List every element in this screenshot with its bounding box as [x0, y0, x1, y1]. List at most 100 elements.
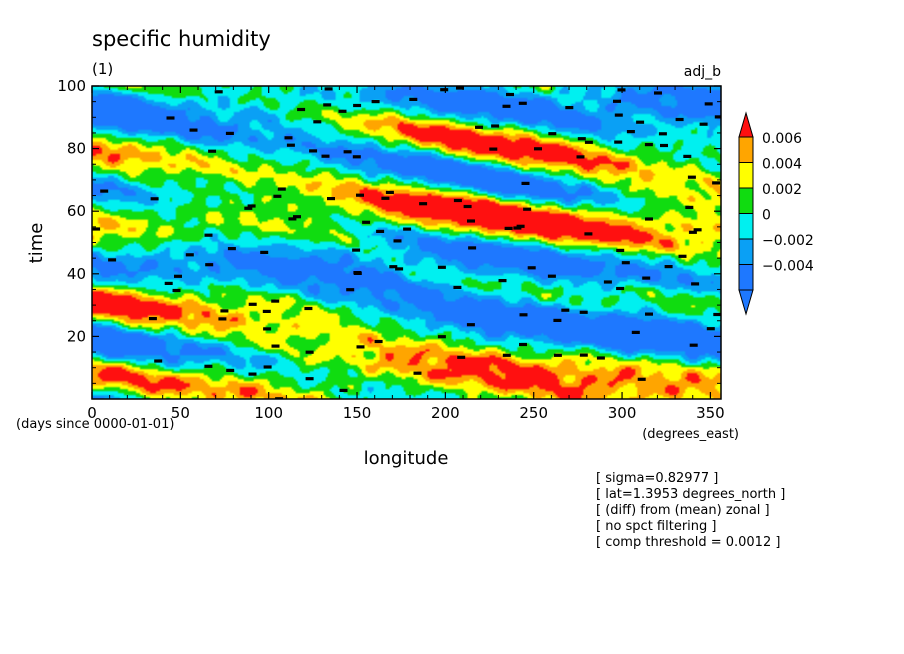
- threshold-marker: [338, 109, 347, 113]
- threshold-marker: [616, 248, 625, 252]
- threshold-marker: [713, 312, 721, 317]
- threshold-marker: [148, 317, 157, 321]
- threshold-marker: [626, 130, 635, 134]
- info-block: [ sigma=0.82977 ] [ lat=1.3953 degrees_n…: [596, 471, 785, 550]
- threshold-marker: [519, 342, 527, 347]
- y-unit-label: (days since 0000-01-01): [16, 417, 174, 432]
- threshold-marker: [513, 226, 522, 230]
- threshold-marker: [516, 224, 525, 228]
- threshold-marker: [271, 344, 280, 348]
- threshold-marker: [491, 124, 500, 128]
- threshold-marker: [636, 120, 645, 124]
- threshold-marker: [642, 276, 651, 280]
- top-right-label: adj_b: [684, 64, 721, 80]
- threshold-marker: [226, 368, 235, 372]
- threshold-marker: [457, 355, 466, 359]
- chart-title: specific humidity: [92, 27, 271, 51]
- threshold-marker: [395, 267, 404, 271]
- info-line: [ no spct filtering ]: [596, 519, 716, 534]
- threshold-marker: [691, 282, 700, 286]
- threshold-marker: [498, 279, 507, 283]
- x-tick-label: 50: [171, 404, 190, 422]
- threshold-marker: [293, 215, 301, 219]
- threshold-marker: [263, 327, 272, 331]
- threshold-marker: [381, 196, 390, 200]
- threshold-marker: [506, 92, 514, 97]
- threshold-marker: [675, 117, 684, 122]
- threshold-marker: [489, 147, 498, 151]
- threshold-marker: [440, 88, 449, 92]
- chart-subtitle: (1): [92, 60, 113, 78]
- threshold-marker: [660, 143, 668, 148]
- threshold-marker: [616, 286, 625, 291]
- threshold-marker: [247, 204, 256, 208]
- y-tick-label: 100: [57, 77, 86, 95]
- plot-area: [91, 85, 722, 400]
- colorbar-label: −0.004: [762, 259, 814, 275]
- y-axis: 20 40 60 80 100: [57, 77, 721, 384]
- threshold-marker: [305, 377, 314, 381]
- colorbar-segment: [738, 187, 754, 214]
- threshold-marker: [561, 308, 570, 312]
- threshold-marker: [214, 90, 223, 94]
- threshold-marker: [631, 330, 640, 334]
- y-axis-title: time: [26, 223, 47, 264]
- threshold-marker: [205, 263, 214, 267]
- info-line: [ lat=1.3953 degrees_north ]: [596, 487, 785, 502]
- threshold-marker: [305, 350, 314, 354]
- threshold-marker: [271, 299, 280, 303]
- threshold-marker: [603, 280, 612, 284]
- threshold-marker: [208, 149, 217, 153]
- threshold-marker: [453, 198, 462, 203]
- threshold-marker: [553, 353, 562, 357]
- threshold-marker: [475, 125, 483, 129]
- threshold-marker: [352, 248, 361, 252]
- colorbar-label: 0.004: [762, 157, 802, 173]
- info-line: [ (diff) from (mean) zonal ]: [596, 503, 770, 518]
- threshold-marker: [689, 343, 698, 347]
- threshold-marker: [324, 87, 333, 91]
- threshold-marker: [352, 155, 361, 159]
- threshold-marker: [547, 274, 556, 278]
- threshold-marker: [277, 187, 286, 191]
- threshold-marker: [467, 219, 475, 223]
- threshold-marker: [712, 181, 721, 185]
- x-tick-label: 100: [254, 404, 283, 422]
- threshold-marker: [453, 285, 462, 289]
- threshold-marker: [374, 339, 383, 344]
- threshold-marker: [189, 128, 198, 132]
- threshold-marker: [164, 281, 173, 285]
- threshold-marker: [596, 356, 605, 360]
- info-line: [ comp threshold = 0.0012 ]: [596, 535, 780, 550]
- threshold-marker: [172, 288, 181, 293]
- x-tick-label: 300: [608, 404, 637, 422]
- threshold-marker: [685, 205, 694, 209]
- heatmap-field: [92, 86, 721, 399]
- threshold-marker: [263, 365, 272, 369]
- threshold-marker: [614, 113, 623, 117]
- x-tick-label: 350: [696, 404, 725, 422]
- threshold-marker: [313, 120, 322, 124]
- threshold-marker: [664, 265, 673, 269]
- threshold-marker: [218, 317, 227, 321]
- y-tick-label: 80: [67, 140, 86, 158]
- threshold-marker: [166, 116, 175, 120]
- threshold-marker: [584, 232, 593, 236]
- threshold-marker: [273, 194, 282, 198]
- threshold-marker: [584, 140, 593, 144]
- threshold-marker: [323, 103, 332, 107]
- threshold-marker: [220, 309, 229, 313]
- threshold-marker: [248, 372, 257, 376]
- threshold-marker: [297, 107, 306, 112]
- threshold-marker: [321, 154, 330, 158]
- threshold-marker: [658, 132, 667, 136]
- threshold-marker: [227, 247, 236, 251]
- colorbar-segment: [738, 238, 754, 265]
- colorbar-label: −0.002: [762, 233, 814, 249]
- x-unit-label: (degrees_east): [642, 427, 739, 442]
- threshold-marker: [286, 143, 295, 147]
- threshold-marker: [150, 197, 159, 201]
- threshold-marker: [339, 388, 348, 392]
- threshold-marker: [376, 229, 385, 233]
